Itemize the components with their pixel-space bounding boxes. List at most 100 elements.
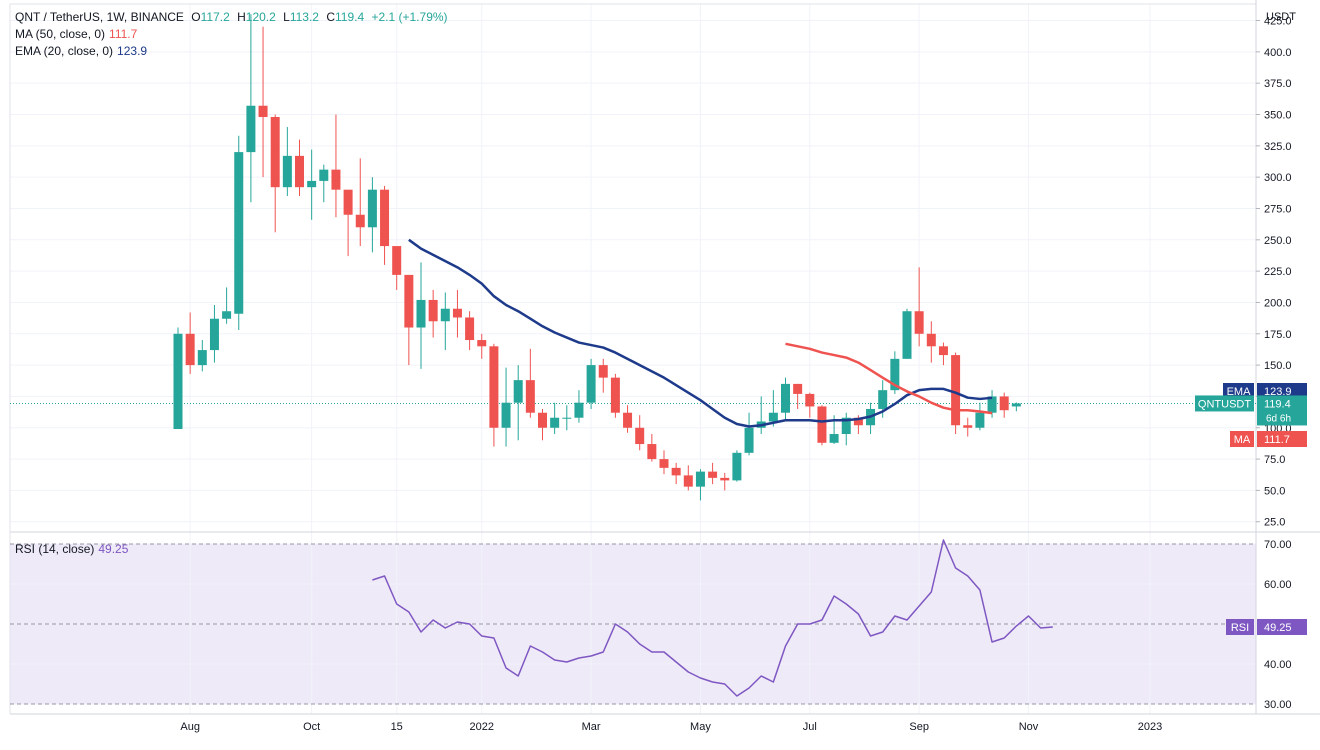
ma-line [785, 342, 993, 415]
candle-body [841, 417, 851, 435]
legend-ma: MA (50, close, 0) 111.7 [15, 26, 137, 42]
candle-body [525, 380, 535, 413]
legend-ema: EMA (20, close, 0) 123.9 [15, 43, 147, 59]
ma-value: 111.7 [109, 27, 138, 41]
price-tick-label: 375.0 [1264, 78, 1292, 90]
candle-body [416, 299, 426, 328]
rsi-line [372, 539, 1053, 697]
rsi-value-tag: RSI 49.25 [1226, 619, 1307, 635]
high-label: H [237, 10, 246, 24]
ema-label: EMA (20, close, 0) [15, 44, 114, 58]
time-tick-label: May [690, 721, 711, 733]
rsi-tag-value-bg [1257, 619, 1307, 635]
candle-body [720, 477, 730, 481]
candle-body [805, 393, 815, 407]
candle-body [586, 365, 596, 403]
ema-line [408, 238, 993, 428]
price-tick-label: 50.0 [1264, 485, 1285, 497]
candle-body [550, 417, 560, 428]
ma-price-tag-label-bg [1230, 431, 1254, 447]
candle-body [234, 152, 244, 314]
candle-body [319, 169, 329, 181]
ma-price-tag: MA 111.7 [1230, 431, 1307, 447]
rsi-tag-label: RSI [1231, 622, 1249, 634]
time-tick-label: 2022 [470, 721, 494, 733]
rsi-label: RSI (14, close) [15, 542, 95, 556]
ema-value: 123.9 [117, 44, 148, 58]
candle-body [695, 471, 705, 487]
candle-body [538, 412, 547, 428]
candle-body [963, 425, 973, 428]
low-label: L [283, 10, 290, 24]
candle-body [938, 346, 948, 356]
price-tick-label: 325.0 [1264, 141, 1292, 153]
price-tick-label: 400.0 [1264, 47, 1292, 59]
ticker-price-tag-value-bg [1257, 395, 1307, 426]
ma-label: MA (50, close, 0) [15, 27, 106, 41]
candle-body [173, 333, 183, 430]
candle-body [465, 317, 475, 341]
candle-body [744, 427, 754, 453]
price-tick-label: 250.0 [1264, 235, 1292, 247]
price-axis-unit: USDT [1266, 11, 1296, 23]
candle-body [295, 155, 304, 188]
candle-body [671, 467, 681, 476]
price-tick-label: 425.0 [1264, 16, 1292, 28]
candle-body [598, 365, 608, 378]
change-value: +2.1 (+1.79%) [371, 10, 448, 24]
candle-body [258, 105, 268, 118]
time-tick-label: Sep [909, 721, 929, 733]
candle-body [683, 475, 693, 487]
candle-body [853, 417, 863, 426]
candle-body [574, 402, 584, 418]
candle-body [562, 417, 572, 419]
rsi-tick-label: 40.00 [1264, 659, 1292, 671]
open-label: O [191, 10, 201, 24]
candle-body [477, 340, 487, 347]
ema-price-tag: EMA 123.9 [1223, 383, 1307, 399]
candle-body [513, 380, 523, 403]
rsi-tag-label-bg [1226, 619, 1254, 635]
ema-price-tag-label: EMA [1227, 386, 1252, 398]
candle-body [404, 274, 414, 328]
candle-body [793, 383, 803, 394]
candle-body [659, 459, 669, 468]
price-tick-label: 25.0 [1264, 517, 1285, 529]
time-tick-label: Oct [303, 721, 320, 733]
candle-body [951, 355, 961, 426]
price-tick-label: 150.0 [1264, 360, 1292, 372]
candle-body [452, 308, 462, 318]
low-value: 113.2 [289, 10, 319, 24]
candle-body [732, 452, 742, 481]
rsi-tick-label: 30.00 [1264, 699, 1292, 711]
time-tick-label: 15 [391, 721, 403, 733]
candle-body [197, 350, 207, 366]
ema-price-tag-value-bg [1257, 383, 1307, 399]
rsi-tick-label: 60.00 [1264, 579, 1292, 591]
legend-ohlc: QNT / TetherUS, 1W, BINANCE O117.2 H120.… [15, 9, 448, 25]
time-tick-label: Nov [1019, 721, 1039, 733]
candle-body [185, 333, 195, 366]
ticker-price-tag-label: QNTUSDT [1198, 398, 1251, 410]
time-tick-label: Jul [803, 721, 817, 733]
candle-body [817, 406, 827, 443]
candle-body [392, 246, 402, 275]
candle-body [975, 412, 985, 428]
time-tick-label: 2023 [1138, 721, 1162, 733]
candle-body [282, 155, 292, 188]
close-value: 119.4 [335, 10, 365, 24]
candle-body [489, 346, 499, 428]
time-tick-label: Mar [582, 721, 601, 733]
candle-body [307, 180, 317, 188]
ticker-price-tag-countdown: 6d 6h [1266, 413, 1291, 424]
candle-body [440, 308, 450, 322]
candle-body [209, 318, 219, 351]
ema-price-tag-label-bg [1223, 383, 1254, 399]
candle-body [380, 189, 390, 247]
candle-body [926, 333, 936, 347]
ma-price-tag-label: MA [1234, 434, 1251, 446]
candle-body [878, 390, 888, 409]
price-tick-label: 300.0 [1264, 172, 1292, 184]
candle-body [270, 117, 280, 188]
